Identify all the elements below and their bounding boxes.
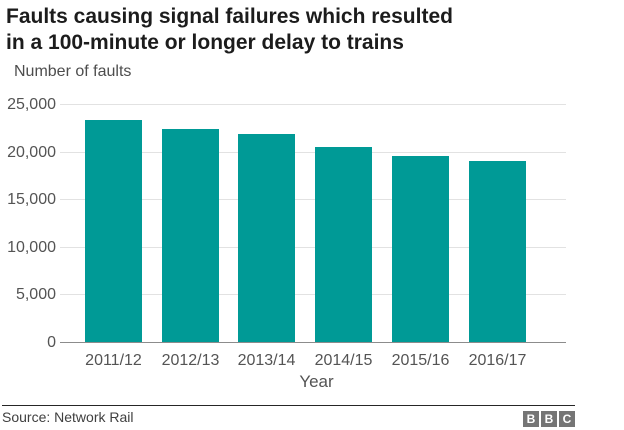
y-tick-label: 5,000 [15,286,56,303]
x-axis-line [67,342,566,343]
y-tick-mark [60,294,67,295]
bbc-logo-block-b1: B [523,411,539,427]
y-tick-label: 25,000 [7,96,56,113]
gridline [67,104,566,105]
bar-2013/14 [238,134,295,342]
y-tick-label: 0 [47,334,56,351]
footer-divider [2,405,575,406]
x-tick-label: 2012/13 [161,352,220,369]
bar-2011/12 [85,120,142,342]
bbc-logo: B B C [523,411,575,427]
y-tick-mark [60,152,67,153]
bbc-logo-block-b2: B [541,411,557,427]
x-tick-label: 2011/12 [85,352,142,369]
y-tick-mark [60,104,67,105]
source-text: Source: Network Rail [2,409,134,425]
bar-2016/17 [469,161,526,342]
chart-title-line-2: in a 100-minute or longer delay to train… [6,31,404,54]
chart-title: Faults causing signal failures which res… [6,4,586,56]
x-axis-title: Year [299,372,334,391]
y-tick-label: 20,000 [7,144,56,161]
x-tick-label: 2016/17 [468,352,527,369]
bar-2012/13 [162,129,219,342]
x-tick-label: 2015/16 [391,352,450,369]
y-tick-mark [60,199,67,200]
bbc-logo-block-c: C [559,411,575,427]
y-axis-title: Number of faults [14,63,132,80]
bar-2014/15 [315,147,372,342]
y-tick-mark [60,247,67,248]
bar-2015/16 [392,156,449,342]
x-tick-label: 2014/15 [314,352,373,369]
x-tick-label: 2013/14 [237,352,296,369]
y-tick-label: 10,000 [7,239,56,256]
chart-title-line-1: Faults causing signal failures which res… [6,5,453,28]
y-tick-label: 15,000 [7,191,56,208]
y-tick-mark [60,342,67,343]
